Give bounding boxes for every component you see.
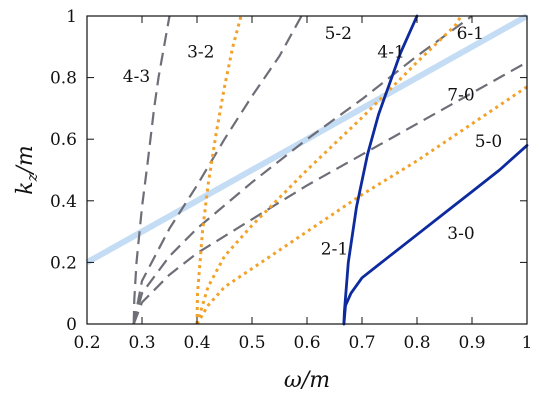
curves-layer	[85, 13, 529, 326]
series-line-2-1	[342, 14, 419, 326]
y-tick-label: 0.8	[50, 69, 77, 89]
curve-label-5-2: 5-2	[325, 24, 352, 44]
series-line-3-2	[195, 15, 243, 325]
y-axis-title-subscript: z	[23, 173, 41, 182]
x-tick-label: 1	[522, 333, 533, 353]
x-axis-title: ω/m	[284, 368, 330, 393]
x-tick-label: 0.8	[403, 333, 430, 353]
curve-label-3-2: 3-2	[187, 43, 214, 63]
y-tick-label: 0.2	[50, 253, 77, 273]
series-line-5-2	[132, 15, 303, 325]
x-tick-label: 0.2	[73, 333, 100, 353]
curve-label-2-1: 2-1	[321, 240, 348, 260]
y-tick-label: 0	[66, 315, 77, 335]
y-tick-label: 0.6	[50, 130, 77, 150]
series-line-5-0	[195, 85, 528, 325]
curve-label-4-3: 4-3	[123, 67, 150, 87]
curve-label-4-1: 4-1	[377, 43, 404, 63]
x-tick-label: 0.6	[293, 333, 320, 353]
curve-labels-layer: 4-3 3-2 5-2 4-1 6-1 7-0 5-0 2-1 3-0	[123, 24, 502, 260]
y-tick-label: 1	[66, 7, 77, 27]
x-tick-label: 0.3	[128, 333, 155, 353]
series-line-7-0	[132, 61, 528, 325]
series-line-4-3	[132, 15, 171, 325]
curve-label-7-0: 7-0	[447, 86, 474, 106]
x-tick-label: 0.7	[348, 333, 375, 353]
x-tick-label: 0.9	[458, 333, 485, 353]
curve-label-6-1: 6-1	[457, 24, 484, 44]
axes-layer: 0.2 0.3 0.4 0.5 0.6 0.7 0.8 0.9 100.20.40.60.81	[50, 7, 532, 353]
y-axis-title: kz/m	[13, 145, 41, 195]
curve-label-3-0: 3-0	[447, 224, 474, 244]
reference-line	[85, 13, 529, 266]
x-tick-label: 0.4	[183, 333, 210, 353]
y-tick-label: 0.4	[50, 192, 77, 212]
x-tick-label: 0.5	[238, 333, 265, 353]
series-line-3-0	[342, 144, 529, 326]
series-line-6-1	[132, 15, 473, 325]
curve-label-5-0: 5-0	[475, 132, 502, 152]
series-line-4-1	[195, 15, 463, 325]
